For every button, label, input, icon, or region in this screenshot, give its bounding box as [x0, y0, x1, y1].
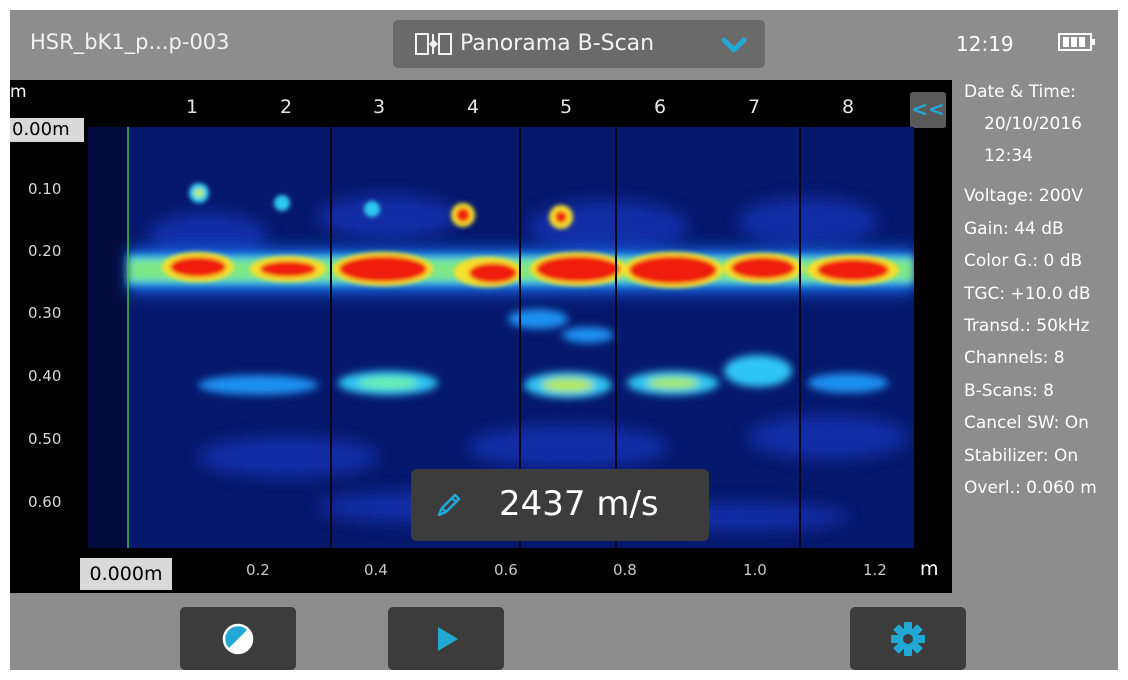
- channel-number: 4: [466, 96, 480, 118]
- contrast-button[interactable]: [180, 607, 296, 670]
- clock: 12:19: [956, 32, 1014, 56]
- x-tick: 0.8: [613, 561, 637, 579]
- velocity-readout[interactable]: 2437 m/s: [411, 469, 709, 541]
- file-name[interactable]: HSR_bK1_p...p-003: [30, 30, 230, 54]
- info-stabilizer: Stabilizer: On: [964, 446, 1079, 466]
- x-tick: 1.0: [743, 561, 767, 579]
- channel-number: 6: [653, 96, 667, 118]
- info-gain: Gain: 44 dB: [964, 219, 1064, 239]
- app-screen: HSR_bK1_p...p-003 Panorama B-Scan 12:19 …: [10, 10, 1118, 670]
- info-cancel-sw: Cancel SW: On: [964, 413, 1089, 433]
- chevron-down-icon: [721, 37, 747, 53]
- channel-number: 8: [841, 96, 855, 118]
- x-unit-label: m: [920, 558, 939, 580]
- channel-number: 5: [559, 96, 573, 118]
- panorama-icon: [415, 33, 452, 55]
- play-button[interactable]: [388, 607, 504, 670]
- info-color-gain: Color G.: 0 dB: [964, 251, 1083, 271]
- settings-button[interactable]: [850, 607, 966, 670]
- info-voltage: Voltage: 200V: [964, 186, 1083, 206]
- play-icon: [438, 627, 458, 651]
- info-b-scans: B-Scans: 8: [964, 381, 1054, 401]
- depth-tick: 0.40: [28, 367, 62, 385]
- depth-tick: 0.30: [28, 304, 62, 322]
- depth-tick: 0.10: [28, 180, 62, 198]
- velocity-value: 2437 m/s: [499, 484, 659, 524]
- x-tick: 1.2: [863, 561, 887, 579]
- info-time: 12:34: [984, 146, 1033, 166]
- battery-icon: [1058, 33, 1095, 51]
- channel-number: 3: [372, 96, 386, 118]
- channel-number: 2: [279, 96, 293, 118]
- contrast-icon: [222, 623, 254, 655]
- channel-number: 7: [747, 96, 761, 118]
- x-tick: 0.2: [246, 561, 270, 579]
- depth-unit-label: m: [10, 82, 27, 102]
- mode-dropdown[interactable]: Panorama B-Scan: [393, 20, 765, 68]
- info-transducer: Transd.: 50kHz: [964, 316, 1090, 336]
- channel-number: 1: [185, 96, 199, 118]
- x-axis: [78, 548, 952, 593]
- x-tick: 0.4: [364, 561, 388, 579]
- depth-tick: 0.20: [28, 242, 62, 260]
- info-overlap: Overl.: 0.060 m: [964, 478, 1097, 498]
- info-tgc: TGC: +10.0 dB: [964, 284, 1091, 304]
- depth-origin-label: 0.00m: [10, 118, 84, 142]
- info-date-time-label: Date & Time:: [964, 82, 1077, 102]
- depth-tick: 0.50: [28, 430, 62, 448]
- info-channels: Channels: 8: [964, 348, 1065, 368]
- gear-icon: [891, 622, 925, 656]
- x-origin-label: 0.000m: [80, 558, 172, 590]
- collapse-panel-button[interactable]: <<: [910, 92, 946, 128]
- info-date: 20/10/2016: [984, 114, 1082, 134]
- depth-tick: 0.60: [28, 493, 62, 511]
- pencil-icon: [437, 493, 461, 517]
- x-tick: 0.6: [494, 561, 518, 579]
- mode-label: Panorama B-Scan: [460, 31, 655, 56]
